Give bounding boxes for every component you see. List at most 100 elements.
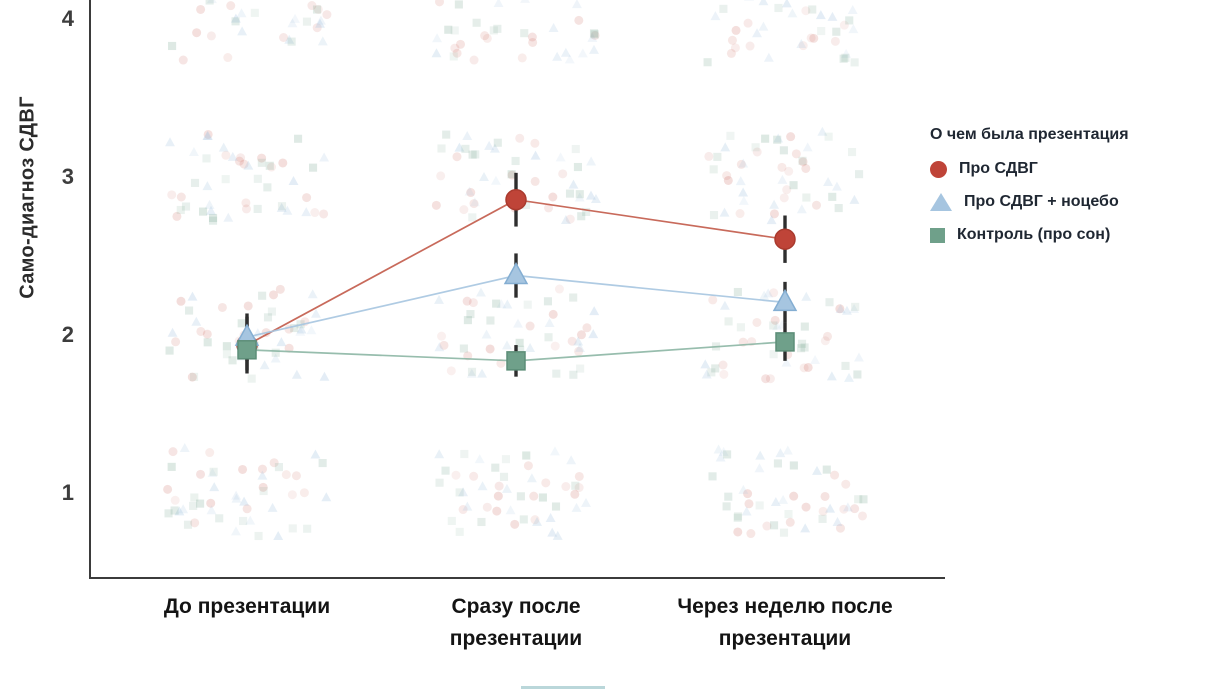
jitter-point — [529, 491, 539, 501]
jitter-point — [257, 470, 268, 480]
jitter-point — [769, 321, 778, 330]
jitter-point — [830, 470, 840, 480]
jitter-point — [779, 146, 788, 155]
jitter-point — [167, 190, 177, 200]
jitter-point — [254, 531, 263, 541]
jitter-point — [269, 458, 279, 468]
jitter-point — [435, 0, 445, 7]
jitter-point — [172, 211, 182, 221]
jitter-point — [550, 341, 560, 351]
jitter-point — [234, 156, 244, 166]
jitter-point — [835, 523, 845, 533]
jitter-point — [247, 374, 256, 383]
jitter-point — [515, 133, 525, 143]
jitter-point — [796, 344, 806, 353]
jitter-point — [528, 37, 538, 47]
jitter-point — [439, 340, 449, 350]
jitter-point — [502, 340, 512, 350]
jitter-point — [259, 486, 268, 496]
jitter-point — [522, 451, 531, 460]
jitter-point — [466, 368, 477, 378]
jitter-point — [437, 144, 446, 153]
mean-marker-triangle — [772, 288, 798, 312]
jitter-point — [469, 471, 479, 481]
jitter-point — [310, 208, 320, 218]
jitter-point — [709, 211, 719, 220]
circle-marker-icon — [930, 160, 947, 178]
jitter-point — [789, 461, 798, 470]
jitter-point — [752, 317, 762, 327]
jitter-point — [827, 11, 838, 21]
jitter-point — [253, 204, 262, 213]
jitter-point — [168, 41, 177, 51]
jitter-point — [494, 481, 504, 491]
jitter-point — [752, 147, 762, 157]
jitter-point — [202, 329, 212, 339]
jitter-point — [257, 464, 267, 474]
jitter-point — [493, 491, 503, 501]
jitter-point — [466, 310, 475, 319]
jitter-point — [449, 52, 458, 61]
jitter-point — [316, 15, 326, 25]
jitter-point — [302, 17, 312, 26]
jitter-point — [851, 302, 860, 311]
jitter-point — [450, 43, 460, 53]
legend-item-adhd-nocebo: Про СДВГ + ноцебо — [930, 193, 1129, 211]
jitter-point — [469, 199, 479, 209]
jitter-point — [812, 465, 822, 475]
jitter-point — [820, 491, 830, 501]
mean-marker-square — [506, 351, 526, 371]
jitter-point — [530, 515, 540, 525]
jitter-point — [708, 295, 718, 305]
jitter-point — [474, 454, 485, 464]
jitter-point — [275, 284, 285, 294]
jitter-point — [444, 25, 453, 34]
jitter-point — [295, 326, 306, 336]
jitter-point — [820, 336, 830, 346]
mean-marker-square — [775, 332, 795, 352]
jitter-point — [230, 13, 241, 23]
jitter-point — [469, 55, 479, 65]
jitter-point — [187, 372, 197, 382]
jitter-point — [493, 0, 504, 7]
jitter-point — [839, 504, 849, 514]
jitter-point — [798, 41, 808, 51]
jitter-point — [239, 516, 248, 526]
jitter-point — [183, 520, 193, 529]
jitter-point — [267, 162, 277, 172]
jitter-point — [231, 490, 242, 500]
jitter-point — [511, 156, 520, 166]
jitter-point — [454, 142, 465, 152]
jitter-point — [773, 459, 782, 468]
jitter-point — [845, 16, 854, 25]
jitter-point — [452, 152, 462, 162]
jitter-point — [574, 346, 584, 356]
jitter-point — [206, 0, 217, 4]
jitter-point — [582, 207, 591, 217]
jitter-point — [773, 135, 782, 144]
jitter-point — [782, 445, 793, 455]
jitter-point — [709, 165, 718, 174]
jitter-point — [726, 48, 736, 58]
jitter-point — [718, 446, 729, 456]
jitter-point — [746, 529, 756, 539]
jitter-point — [823, 331, 833, 341]
jitter-point — [502, 483, 512, 493]
jitter-point — [499, 472, 509, 481]
jitter-point — [231, 493, 242, 503]
jitter-point — [800, 523, 811, 533]
x-tick-label-right-after: Сразу после презентации — [449, 595, 583, 650]
jitter-point — [801, 163, 811, 173]
jitter-point — [477, 517, 486, 527]
jitter-point — [505, 505, 516, 515]
jitter-point — [167, 462, 176, 471]
jitter-point — [832, 517, 843, 527]
jitter-point — [779, 193, 789, 203]
jitter-point — [253, 174, 262, 183]
jitter-point — [700, 359, 711, 369]
jitter-point — [555, 152, 566, 162]
jitter-point — [164, 509, 173, 518]
jitter-point — [842, 502, 853, 512]
mean-marker-circle — [505, 188, 527, 211]
